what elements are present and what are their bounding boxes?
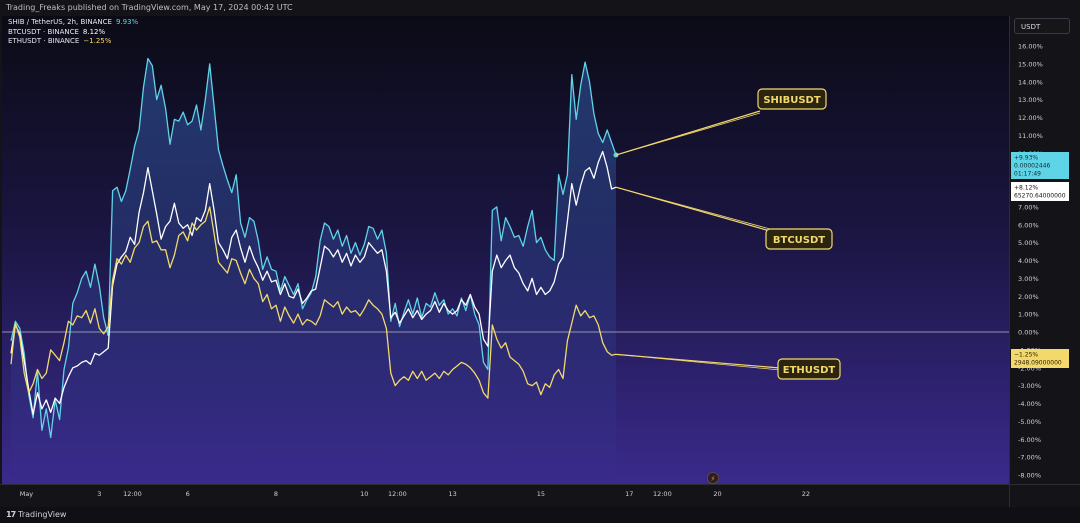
y-tick-label: 2.00% bbox=[1018, 293, 1039, 301]
series-line-btcusdt[interactable] bbox=[10, 150, 617, 415]
price-label-bg bbox=[1011, 182, 1069, 201]
callout-connector bbox=[615, 186, 771, 230]
publish-header: Trading_Freaks published on TradingView.… bbox=[0, 0, 1080, 16]
legend-row-eth[interactable]: ETHUSDT · BINANCE −1.25% bbox=[8, 37, 138, 47]
y-tick-label: 5.00% bbox=[1018, 239, 1039, 247]
published-text: Trading_Freaks published on TradingView.… bbox=[6, 3, 293, 12]
legend: SHIB / TetherUS, 2h, BINANCE 9.93% BTCUSD… bbox=[8, 18, 138, 47]
y-tick-label: -6.00% bbox=[1018, 436, 1041, 444]
y-tick-label: 13.00% bbox=[1018, 96, 1043, 104]
y-tick-label: 16.00% bbox=[1018, 43, 1043, 51]
series-area-shibusdt bbox=[11, 58, 616, 484]
y-tick-label: -7.00% bbox=[1018, 454, 1041, 462]
price-label-bg bbox=[1011, 349, 1069, 368]
legend-row-btc[interactable]: BTCUSDT · BINANCE 8.12% bbox=[8, 28, 138, 38]
x-tick-label: 12:00 bbox=[388, 490, 407, 498]
y-tick-label: 4.00% bbox=[1018, 257, 1039, 265]
callout-shibusdt[interactable]: SHIBUSDT bbox=[615, 88, 827, 156]
x-tick-label: 15 bbox=[537, 490, 545, 498]
x-tick-label: 3 bbox=[97, 490, 101, 498]
y-tick-label: 15.00% bbox=[1018, 60, 1043, 68]
event-marker[interactable]: ⚡ bbox=[707, 472, 719, 484]
callout-connector bbox=[615, 353, 781, 371]
x-tick-label: 13 bbox=[448, 490, 456, 498]
legend-row-shib[interactable]: SHIB / TetherUS, 2h, BINANCE 9.93% bbox=[8, 18, 138, 28]
x-tick-label: 20 bbox=[713, 490, 721, 498]
y-tick-label: 0.00% bbox=[1018, 329, 1039, 337]
y-tick-label: 7.00% bbox=[1018, 203, 1039, 211]
price-label-line: 0.00002446 bbox=[1014, 163, 1050, 170]
series-line-shibusdt[interactable] bbox=[10, 57, 617, 439]
legend-change: 8.12% bbox=[82, 27, 106, 36]
series-line-ethusdt[interactable] bbox=[10, 206, 617, 399]
y-tick-label: -2.00% bbox=[1018, 364, 1041, 372]
price-label-eth: −1.25%2948.09000000 bbox=[1011, 349, 1069, 368]
legend-label: SHIB / TetherUS, 2h, BINANCE bbox=[8, 18, 112, 26]
x-tick-label: 8 bbox=[274, 490, 278, 498]
y-tick-label: -5.00% bbox=[1018, 418, 1041, 426]
comparison-chart[interactable]: 16.00%15.00%14.00%13.00%12.00%11.00%10.0… bbox=[0, 16, 1080, 507]
event-marker-circle[interactable] bbox=[707, 472, 719, 484]
price-label-line: −1.25% bbox=[1014, 352, 1038, 359]
y-tick-label: -4.00% bbox=[1018, 400, 1041, 408]
x-tick-label: 6 bbox=[186, 490, 190, 498]
legend-label: ETHUSDT · BINANCE bbox=[8, 37, 80, 45]
callout-layer: SHIBUSDT BTCUSDT ETHUSDT bbox=[615, 88, 841, 380]
callout-box bbox=[765, 228, 833, 250]
x-tick-label: 10 bbox=[360, 490, 368, 498]
area-layer bbox=[11, 58, 616, 484]
tradingview-brand[interactable]: TradingView bbox=[18, 510, 67, 519]
y-axis: 16.00%15.00%14.00%13.00%12.00%11.00%10.0… bbox=[1018, 43, 1043, 480]
price-label-line: 65270.64000000 bbox=[1014, 193, 1066, 200]
currency-selector[interactable]: USDT bbox=[1014, 18, 1070, 34]
x-tick-label: 12:00 bbox=[123, 490, 142, 498]
callout-text: ETHUSDT bbox=[783, 365, 836, 376]
callout-box bbox=[777, 358, 841, 380]
x-tick-label: 12:00 bbox=[653, 490, 672, 498]
x-tick-label: May bbox=[20, 490, 34, 498]
price-label-line: +8.12% bbox=[1014, 185, 1038, 192]
callout-box bbox=[757, 88, 827, 110]
legend-change: 9.93% bbox=[115, 18, 139, 26]
callout-btcusdt[interactable]: BTCUSDT bbox=[615, 186, 833, 250]
callout-ethusdt[interactable]: ETHUSDT bbox=[615, 353, 841, 380]
y-tick-label: -8.00% bbox=[1018, 472, 1041, 480]
y-tick-label: 14.00% bbox=[1018, 78, 1043, 86]
price-label-line: 01:17:49 bbox=[1014, 171, 1041, 178]
y-tick-label: 1.00% bbox=[1018, 311, 1039, 319]
tradingview-logo-icon[interactable]: 17 bbox=[6, 510, 16, 519]
price-label-line: 2948.09000000 bbox=[1014, 360, 1062, 367]
footer: 17 TradingView bbox=[0, 507, 1080, 523]
x-tick-label: 17 bbox=[625, 490, 633, 498]
x-axis: May 3 12:00 6 8 10 12:00 13 15 17 12:00 20 22 bbox=[20, 490, 810, 498]
callout-connector bbox=[615, 112, 761, 156]
y-tick-label: 12.00% bbox=[1018, 114, 1043, 122]
event-marker-icon: ⚡ bbox=[711, 475, 716, 483]
legend-change: −1.25% bbox=[83, 37, 112, 45]
price-label-btc: +8.12%65270.64000000 bbox=[1011, 182, 1069, 201]
price-label-line: +9.93% bbox=[1014, 155, 1038, 162]
callout-text: SHIBUSDT bbox=[763, 95, 821, 106]
x-tick-label: 22 bbox=[802, 490, 810, 498]
price-label-bg bbox=[1011, 152, 1069, 179]
y-tick-label: 11.00% bbox=[1018, 132, 1043, 140]
y-tick-label: -3.00% bbox=[1018, 382, 1041, 390]
y-tick-label: 3.00% bbox=[1018, 275, 1039, 283]
callout-text: BTCUSDT bbox=[773, 235, 825, 246]
legend-label: BTCUSDT · BINANCE bbox=[8, 27, 79, 36]
y-tick-label: 6.00% bbox=[1018, 221, 1039, 229]
